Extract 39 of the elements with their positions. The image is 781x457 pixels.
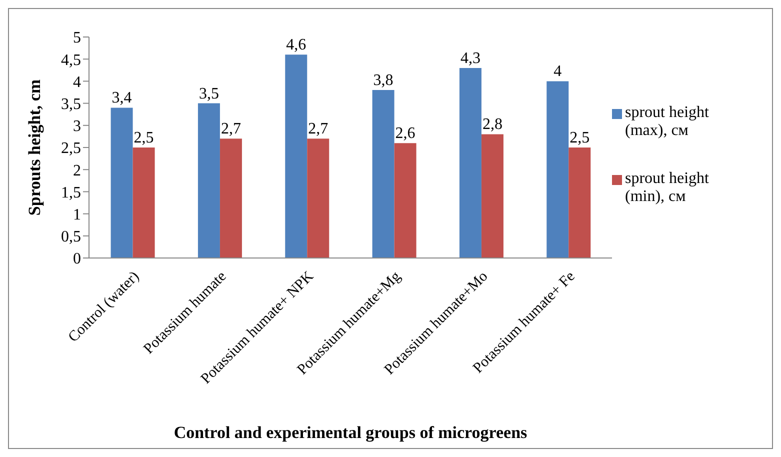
legend-label: sprout height (max), см — [625, 104, 710, 140]
bar — [546, 81, 569, 258]
y-tick-label: 0,5 — [61, 228, 81, 246]
data-label: 4 — [554, 63, 562, 80]
y-tick-label: 1,5 — [61, 184, 81, 202]
legend-label: sprout height (min), см — [625, 170, 710, 206]
data-label: 3,4 — [112, 90, 132, 107]
bar — [132, 148, 155, 258]
y-tick-label: 5 — [73, 30, 81, 47]
y-tick-label: 1 — [73, 206, 81, 224]
data-label: 3,5 — [198, 85, 219, 102]
y-tick-label: 4,5 — [61, 52, 81, 69]
bar — [307, 138, 330, 258]
bar — [481, 134, 504, 258]
data-label: 2,5 — [134, 130, 154, 146]
y-tick-label: 2 — [73, 162, 81, 180]
y-tick-label: 0 — [73, 250, 81, 268]
bar — [110, 108, 133, 258]
bar — [220, 138, 242, 258]
y-tick-label: 3,5 — [61, 96, 81, 113]
data-label: 2,8 — [482, 116, 502, 134]
bar — [394, 143, 416, 258]
y-tick-label: 2,5 — [61, 140, 81, 158]
bar — [198, 103, 220, 258]
data-label: 2,6 — [395, 125, 416, 142]
x-axis-title: Control and experimental groups of microgreens — [174, 423, 528, 442]
y-tick-label: 4 — [73, 74, 81, 91]
bar — [459, 68, 482, 258]
bar — [285, 54, 308, 258]
data-label: 3,8 — [373, 72, 394, 90]
data-label: 2,5 — [570, 130, 590, 146]
y-axis-title: Sprouts height, cm — [25, 79, 44, 216]
bar — [568, 148, 591, 258]
data-label: 2,7 — [220, 120, 241, 138]
data-label: 2,7 — [308, 120, 328, 138]
y-tick-label: 3 — [73, 118, 81, 136]
data-label: 4,6 — [286, 36, 306, 54]
data-label: 4,3 — [460, 50, 480, 67]
bar — [372, 90, 394, 258]
